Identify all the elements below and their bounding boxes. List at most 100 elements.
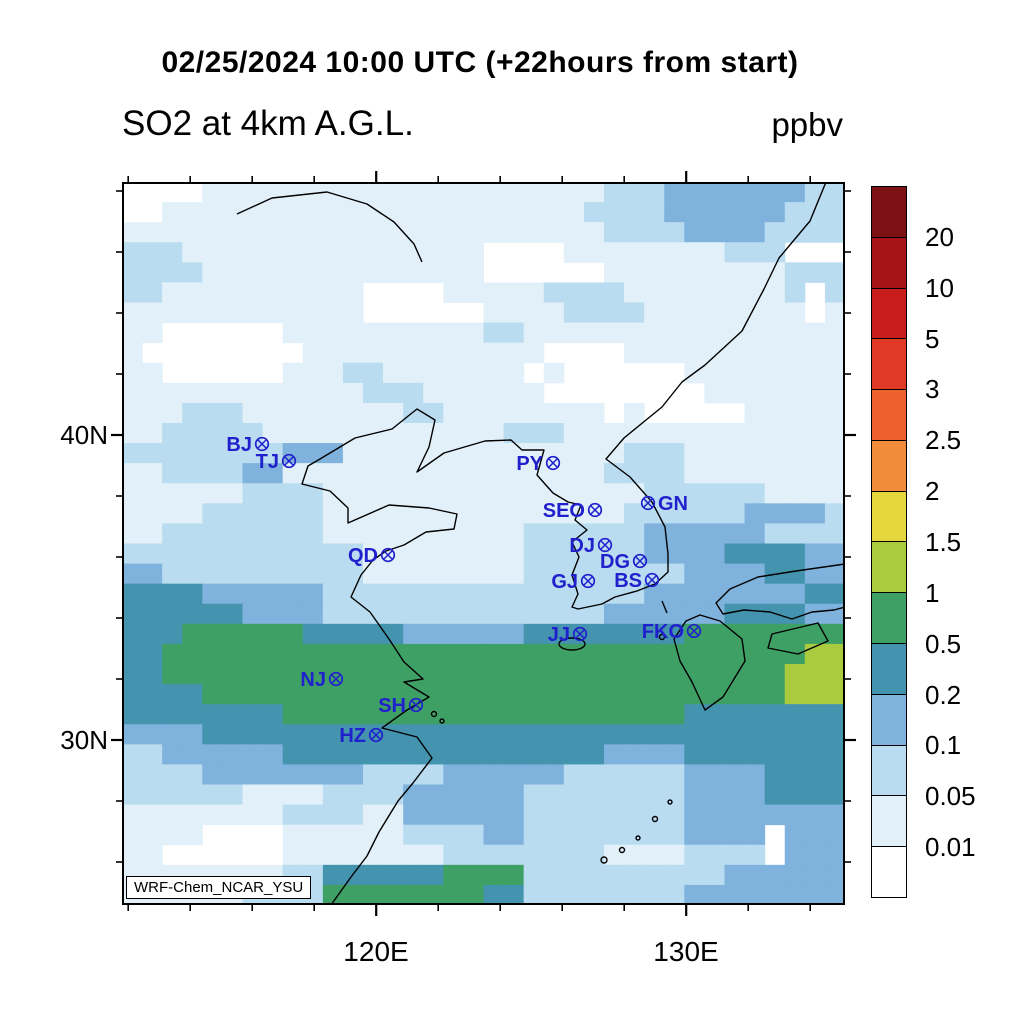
field-cell (423, 684, 444, 705)
field-cell (302, 623, 324, 645)
field-cell (363, 704, 384, 725)
field-cell (604, 643, 625, 665)
field-cell (443, 443, 464, 464)
field-cell (784, 282, 806, 303)
field-cell (122, 704, 143, 725)
field-cell (262, 402, 284, 424)
field-cell (142, 282, 163, 303)
field-cell (704, 643, 725, 665)
field-cell (322, 583, 344, 605)
field-cell (824, 864, 846, 886)
field-cell (724, 362, 746, 384)
field-cell (463, 503, 484, 524)
field-cell (202, 684, 223, 705)
field-cell (764, 463, 786, 484)
coastline-path (767, 622, 829, 655)
field-cell (142, 322, 163, 344)
field-cell (784, 523, 806, 544)
field-cell (302, 764, 324, 785)
field-cell (463, 523, 484, 544)
field-cell (563, 744, 585, 765)
field-cell (262, 643, 284, 665)
field-cell (784, 262, 806, 283)
field-cell (764, 342, 786, 364)
field-cell (383, 724, 404, 745)
field-cell (302, 302, 324, 324)
field-cell (282, 664, 304, 685)
field-cell (282, 623, 304, 645)
field-cell (363, 443, 384, 464)
station-marker-SEO: SEO (543, 500, 603, 522)
colorbar-label: 2.5 (925, 425, 962, 456)
colorbar-segment (872, 439, 906, 491)
field-cell (403, 182, 424, 203)
colorbar-segment (872, 592, 906, 644)
field-cell (162, 282, 183, 303)
field-cell (242, 684, 264, 705)
station-symbol (644, 572, 660, 588)
field-cell (122, 764, 143, 785)
field-cell (322, 302, 344, 324)
field-cell (684, 704, 705, 725)
field-cell (202, 463, 223, 484)
field-cell (363, 864, 384, 886)
field-cell (523, 864, 545, 886)
field-cell (644, 523, 665, 544)
field-cell (443, 704, 464, 725)
field-cell (142, 744, 163, 765)
field-cell (563, 182, 585, 203)
field-cell (423, 824, 444, 846)
field-cell (463, 222, 484, 243)
field-cell (383, 864, 404, 886)
field-cell (122, 322, 143, 344)
coastline-path (301, 181, 827, 906)
field-cell (463, 684, 484, 705)
field-cell (744, 503, 766, 524)
field-cell (684, 884, 705, 906)
field-cell (342, 884, 364, 906)
field-cell (784, 503, 806, 524)
field-cell (644, 443, 665, 464)
field-cell (282, 523, 304, 544)
field-cell (744, 844, 766, 866)
field-cell (624, 824, 645, 846)
field-cell (563, 463, 585, 484)
field-cell (202, 523, 223, 544)
field-cell (202, 423, 223, 444)
field-cell (403, 423, 424, 444)
field-cell (403, 483, 424, 504)
map-panel: BJ TJ QD PY SEO GN DJ DG GJ BS JJ FKO NJ SH HZ WRF-Che… (122, 181, 846, 906)
field-cell (784, 563, 806, 585)
field-cell (604, 222, 625, 243)
field-cell (322, 603, 344, 625)
field-cell (744, 884, 766, 906)
field-cell (583, 623, 605, 645)
field-cell (483, 764, 505, 785)
field-cell (443, 322, 464, 344)
field-cell (724, 643, 746, 665)
field-cell (142, 262, 163, 283)
field-cell (583, 242, 605, 263)
field-cell (142, 523, 163, 544)
field-cell (784, 543, 806, 565)
field-cell (563, 282, 585, 303)
field-cell (322, 242, 344, 263)
field-cell (764, 523, 786, 544)
field-cell (182, 483, 203, 504)
field-cell (684, 483, 705, 504)
field-cell (242, 182, 264, 203)
field-cell (543, 423, 565, 444)
field-cell (604, 884, 625, 906)
field-cell (583, 222, 605, 243)
field-cell (724, 724, 746, 745)
field-cell (824, 583, 846, 605)
field-cell (182, 623, 203, 645)
field-cell (222, 302, 243, 324)
field-cell (463, 623, 484, 645)
field-cell (463, 804, 484, 826)
station-symbol (408, 697, 424, 713)
field-cell (122, 563, 143, 585)
field-cell (142, 684, 163, 705)
field-cell (724, 222, 746, 243)
field-cell (644, 222, 665, 243)
